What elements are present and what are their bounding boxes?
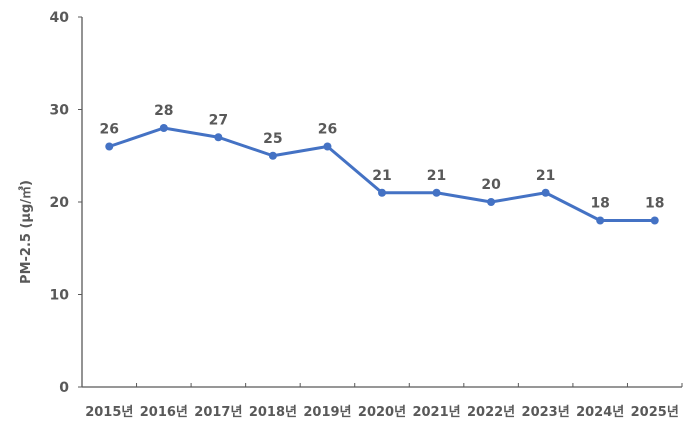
- data-label: 21: [427, 168, 446, 184]
- data-label: 21: [372, 168, 391, 184]
- x-tick-label: 2025년: [631, 405, 679, 420]
- data-label: 26: [100, 122, 119, 138]
- data-point: [323, 142, 332, 151]
- data-label: 27: [209, 112, 228, 128]
- x-tick-label: 2019년: [303, 405, 351, 420]
- data-point: [214, 133, 223, 142]
- data-label: 20: [481, 177, 501, 193]
- data-label: 26: [318, 122, 337, 138]
- data-label: 25: [263, 131, 282, 147]
- marks: 26 28 27 25 26 21 21 20 21 18 18: [100, 103, 664, 225]
- data-point: [596, 216, 605, 225]
- x-tick-label: 2017년: [194, 405, 242, 420]
- y-axis-label: PM-2.5 (μg/㎥): [18, 180, 34, 284]
- y-tick-label: 20: [50, 195, 70, 211]
- data-point: [541, 188, 550, 197]
- x-tick-label: 2016년: [140, 405, 188, 420]
- x-tick-label: 2021년: [412, 405, 460, 420]
- data-label: 18: [590, 196, 609, 212]
- data-point: [105, 142, 114, 151]
- x-tick-label: 2022년: [467, 405, 515, 420]
- y-tick-label: 40: [50, 10, 70, 26]
- data-point: [378, 188, 386, 197]
- y-tick-label: 30: [50, 103, 70, 119]
- data-label: 21: [536, 168, 555, 184]
- x-tick-label: 2018년: [249, 405, 297, 420]
- data-point: [268, 151, 277, 160]
- data-point: [650, 216, 659, 225]
- x-tick-label: 2023년: [522, 405, 570, 420]
- data-point: [432, 188, 441, 197]
- data-label: 28: [154, 103, 173, 119]
- data-point: [487, 198, 496, 206]
- x-tick-label: 2015년: [85, 405, 133, 420]
- data-label: 18: [645, 196, 664, 212]
- y-tick-label: 0: [59, 380, 69, 396]
- data-point: [159, 124, 168, 132]
- x-tick-label: 2020년: [358, 405, 406, 420]
- y-tick-label: 10: [50, 288, 70, 304]
- x-tick-label: 2024년: [576, 405, 624, 420]
- axes: 0 10 20 30 40 2015년 2016년 2017년 2018년 2019년 2020년 2…: [50, 10, 683, 420]
